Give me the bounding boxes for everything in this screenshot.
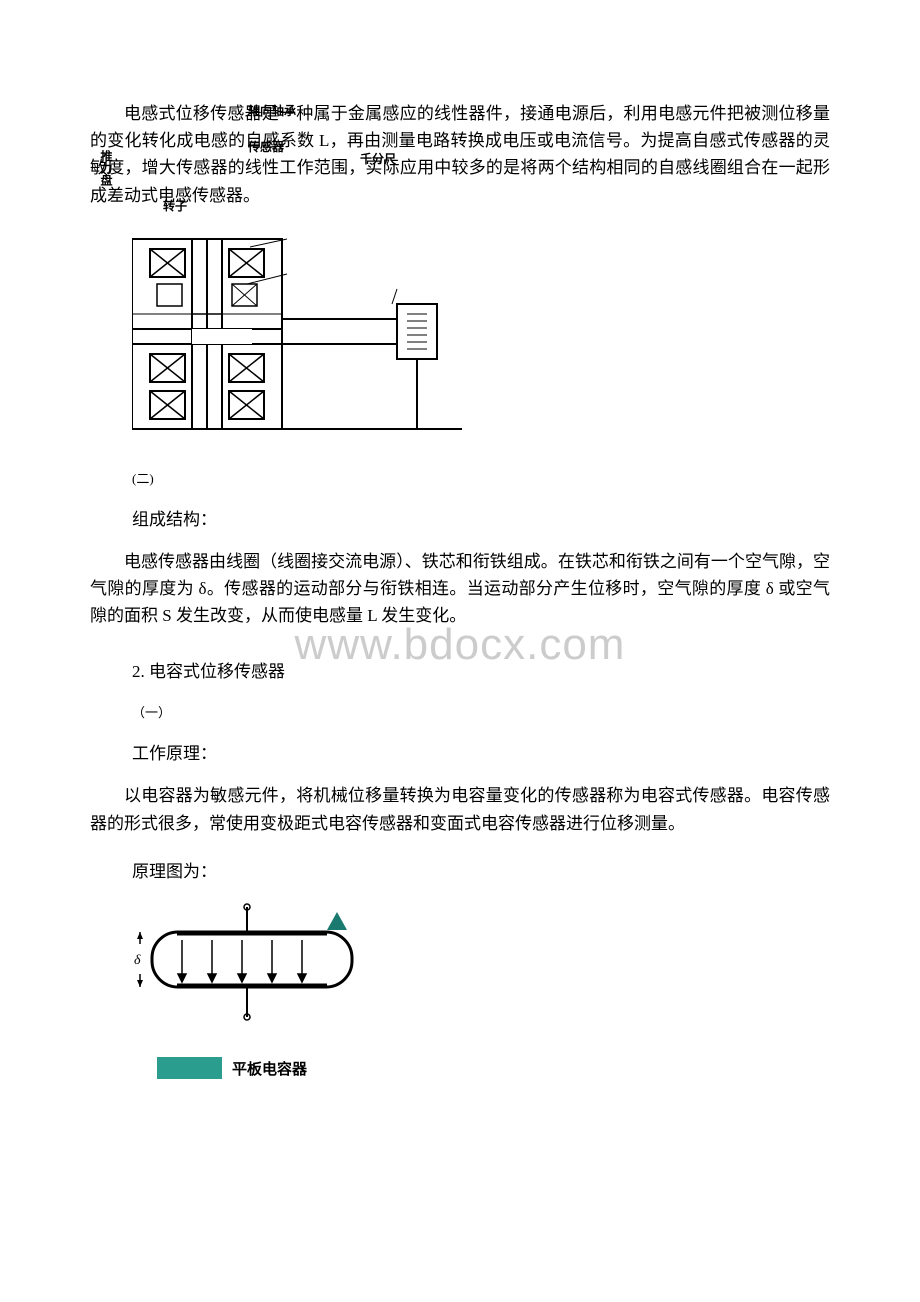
svg-text:δ: δ xyxy=(134,953,141,968)
figure-1-label-bearing: 轴向轴承 xyxy=(248,102,296,119)
section-2-heading: 2. 电容式位移传感器 xyxy=(132,657,830,682)
figure-1-diagram xyxy=(132,229,462,439)
section-2-number: 2. xyxy=(132,662,145,681)
section-heading-structure: 组成结构： xyxy=(132,505,830,530)
paragraph-intro: 电感式位移传感器是一种属于金属感应的线性器件，接通电源后，利用电感元件把被测位移… xyxy=(90,100,830,209)
figure-1-label-sensor: 传感器 xyxy=(248,138,284,155)
section-marker-2: (二) xyxy=(132,468,830,487)
paragraph-capacitive: 以电容器为敏感元件，将机械位移量转换为电容量变化的传感器称为电容式传感器。电容传… xyxy=(90,782,830,836)
section-2-title: 电容式位移传感器 xyxy=(149,662,285,681)
section-heading-principle: 工作原理： xyxy=(132,739,830,764)
figure-1-label-rotor: 转子 xyxy=(163,197,187,214)
document-content: 电感式位移传感器是一种属于金属感应的线性器件，接通电源后，利用电感元件把被测位移… xyxy=(90,100,830,1107)
figure-1-label-micrometer: 千分尺 xyxy=(360,150,396,167)
figure-1-label-thrust: 推力盘 xyxy=(98,150,115,186)
paragraph-structure: 电感传感器由线圈（线圈接交流电源）、铁芯和衔铁组成。在铁芯和衔铁之间有一个空气隙… xyxy=(90,548,830,630)
section-marker-1: （一） xyxy=(132,702,830,721)
diagram-intro-text: 原理图为： xyxy=(132,857,830,882)
figure-2-caption: 平板电容器 xyxy=(232,1060,308,1078)
figure-2-diagram: δ 平板电容器 xyxy=(132,902,372,1102)
figure-2-container: δ 平板电容器 xyxy=(132,902,830,1107)
figure-1-container: 轴向轴承 传感器 推力盘 转子 千分尺 xyxy=(132,229,830,444)
